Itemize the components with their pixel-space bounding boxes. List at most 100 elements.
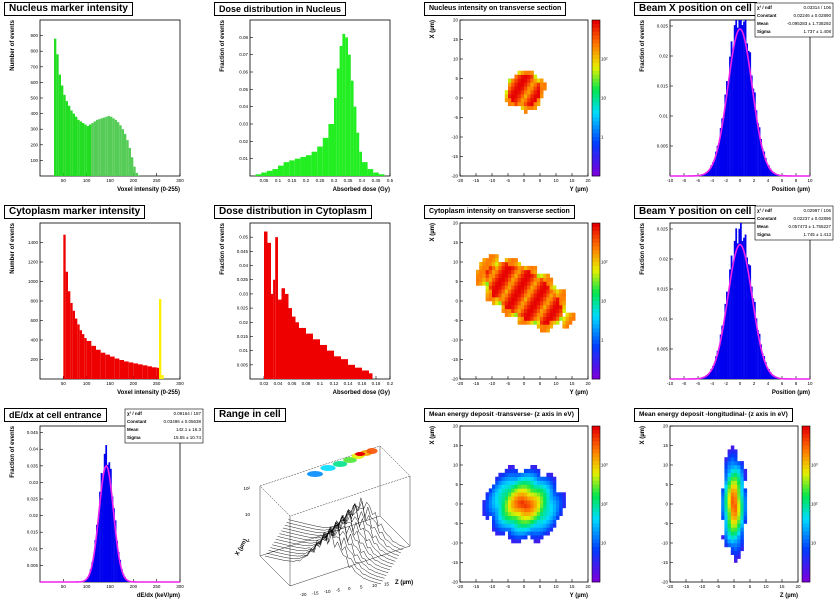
heat-cell [508, 535, 512, 540]
colorbar-cell [592, 504, 600, 509]
bar [278, 299, 282, 379]
heat-cell [734, 449, 738, 454]
x-axis-label: Position (µm) [772, 187, 810, 193]
chart-cytoplasm-marker: 50 100 150 200 250 30020040060080010001200140… [10, 222, 184, 396]
bar [369, 373, 373, 379]
bar [70, 110, 73, 176]
heat-cell [501, 527, 506, 532]
heat-cell [562, 301, 566, 306]
heat-cell [540, 492, 544, 497]
heat-cell [524, 109, 528, 114]
heat-cell [540, 78, 544, 83]
heat-cell [504, 281, 509, 286]
heat-cell [488, 269, 493, 274]
heat-cell [740, 535, 744, 540]
heat-cell [549, 519, 554, 524]
heat-cell [734, 531, 738, 536]
x-tick-label: 4 [767, 381, 770, 386]
heat-cell [504, 488, 509, 493]
heat-cell [524, 265, 528, 271]
heat-cell [508, 301, 512, 306]
heat-cell [727, 519, 732, 524]
heat-cell [533, 297, 538, 302]
bar [82, 122, 85, 176]
heat-cell [514, 476, 518, 481]
x-tick-label: 0.12 [330, 381, 339, 386]
heat-cell [485, 269, 490, 274]
bar [729, 269, 731, 379]
colorbar-cell [592, 496, 600, 501]
heat-cell [495, 269, 499, 274]
stats-key: Sigma [127, 435, 141, 440]
colorbar-cell [592, 543, 600, 548]
heat-cell [533, 101, 538, 107]
heat-cell [536, 496, 541, 501]
heat-cell [730, 476, 735, 481]
heat-cell [530, 511, 534, 516]
heat-cell [549, 285, 554, 290]
x-tick-label: -5 [336, 588, 340, 593]
y-tick-label: -10 [451, 541, 458, 546]
heat-cell [536, 90, 541, 95]
colorbar-cell [592, 332, 600, 337]
heat-cell [511, 285, 515, 290]
heat-cell [492, 265, 496, 271]
heat-cell [540, 304, 544, 310]
heat-cell [501, 293, 506, 298]
colorbar-cell [592, 468, 600, 474]
bar [159, 299, 162, 379]
heat-cell [514, 480, 518, 485]
heat-cell [514, 82, 518, 87]
bar [718, 348, 720, 379]
heat-cell [514, 258, 518, 263]
y-tick-label: 0.045 [237, 249, 249, 254]
heat-cell [517, 297, 522, 302]
heat-cell [479, 277, 483, 282]
x-tick-label: 2 [753, 178, 756, 183]
colorbar-cell [592, 117, 600, 122]
x-tick-label: 5 [539, 381, 542, 386]
y-tick-label: -20 [661, 580, 668, 585]
heat-cell [530, 82, 534, 87]
heat-cell [524, 468, 528, 474]
heat-cell [488, 504, 493, 509]
bar [707, 170, 710, 176]
x-tick-label: -10 [699, 584, 706, 589]
heat-cell [543, 301, 547, 306]
heat-cell [730, 445, 735, 450]
heat-cell [540, 527, 544, 532]
heat-cell [511, 504, 515, 509]
heat-cell [488, 258, 493, 263]
bar [138, 364, 143, 379]
heat-cell [740, 507, 744, 513]
heat-cell [501, 492, 506, 497]
y-tick-label: 0.03 [29, 480, 38, 485]
colorbar-cell [592, 121, 600, 126]
heat-cell [520, 507, 525, 513]
heat-cell [524, 304, 528, 310]
fit-curve [40, 464, 180, 583]
heat-cell [508, 273, 512, 278]
bar [105, 445, 108, 582]
bar [91, 122, 94, 176]
heat-cell [524, 492, 528, 497]
heat-cell [549, 523, 554, 528]
heat-cell [514, 94, 518, 99]
y-tick-label: 1000 [28, 279, 39, 284]
heat-cell [727, 504, 732, 509]
heat-cell [546, 496, 550, 501]
heat-cell [724, 504, 728, 509]
heat-cell [730, 472, 735, 477]
stats-box [754, 2, 834, 38]
heat-cell [737, 465, 741, 470]
heat-cell [727, 484, 732, 489]
bar [133, 363, 138, 379]
heat-cell [511, 277, 515, 282]
colorbar-cell [592, 101, 600, 107]
colorbar-cell [592, 230, 600, 235]
heat-cell [524, 316, 528, 321]
y-tick-label: 0 [665, 502, 668, 507]
heat-cell [479, 269, 483, 274]
heat-cell [495, 480, 499, 485]
heat-cell [492, 515, 496, 520]
